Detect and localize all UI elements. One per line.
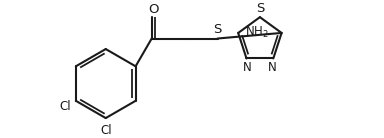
Text: S: S (256, 2, 264, 15)
Text: Cl: Cl (60, 100, 71, 113)
Text: Cl: Cl (100, 124, 111, 137)
Text: N: N (268, 61, 276, 74)
Text: NH$_2$: NH$_2$ (245, 25, 268, 40)
Text: S: S (214, 23, 222, 36)
Text: N: N (243, 61, 252, 74)
Text: O: O (148, 3, 159, 16)
